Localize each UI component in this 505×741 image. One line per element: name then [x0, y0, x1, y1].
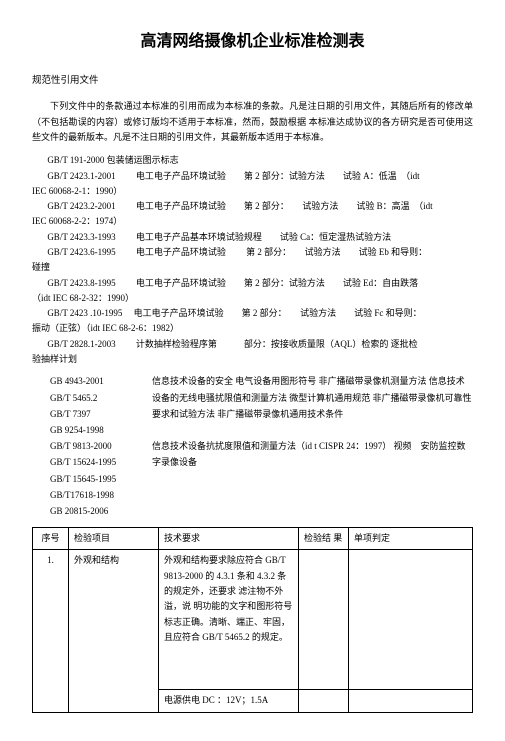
td-index: 1. [33, 550, 69, 712]
std-line: GB/T 2828.1-2003 计数抽样检验程序第 部分：按接收质量限（AQL… [32, 337, 473, 352]
std-line-cont: IEC 60068-2-1：1990） [32, 184, 473, 199]
td-result [299, 550, 349, 690]
std-line: GB/T 2423 .10-1995 电工电子产品环境试验 第 2 部分： 试验… [32, 306, 473, 321]
std-code: GB 20815-2006 [50, 503, 152, 519]
std-line: GB/T 2423.3-1993 电工电子产品基本环境试验规程 试验 Ca：恒定… [32, 230, 473, 245]
td-judgement [349, 550, 473, 690]
standards-list: GB/T 191-2000 包装储运图示标志 GB/T 2423.1-2001 … [32, 153, 473, 367]
std-code: GB/T 5465.2 [50, 390, 152, 406]
th-index: 序号 [33, 528, 69, 550]
std-line: GB/T 2423.6-1995 电工电子产品环境试验 第 2 部分： 试验方法… [32, 245, 473, 260]
table-row: 1. 外观和结构 外观和结构要求除应符合 GB/T 9813-2000 的 4.… [33, 550, 473, 690]
two-col-right: 信息技术设备的安全 电气设备用图形符号 非广播磁带录像机测量方法 信息技术设备的… [152, 373, 473, 519]
std-line: GB/T 2423.1-2001 电工电子产品环境试验 第 2 部分：试验方法 … [32, 169, 473, 184]
std-line: GB/T 2423.8-1995 电工电子产品环境试验 第 2 部分：试验方法 … [32, 276, 473, 291]
std-line-cont: 振动（正弦）（idt IEC 68-2-6：1982） [32, 321, 473, 336]
td-judgement [349, 690, 473, 712]
std-code: GB/T 15645-1995 [50, 471, 152, 487]
page-title: 高清网络摄像机企业标准检测表 [32, 28, 473, 55]
td-requirement: 电源供电 DC ：12V；1.5A [159, 690, 299, 712]
td-result [299, 690, 349, 712]
th-requirement: 技术要求 [159, 528, 299, 550]
std-line-cont: （idt IEC 68-2-32：1990） [32, 291, 473, 306]
std-line-cont: IEC 60068-2-2：1974） [32, 214, 473, 229]
std-code: GB/T 15624-1995 [50, 454, 152, 470]
section-label: 规范性引用文件 [32, 73, 473, 89]
intro-paragraph: 下列文件中的条款通过本标准的引用而成为本标准的条款。凡是注日期的引用文件，其随后… [32, 99, 473, 145]
td-item: 外观和结构 [69, 550, 159, 712]
two-col-left: GB 4943-2001 GB/T 5465.2 GB/T 7397 GB 92… [32, 373, 152, 519]
th-item: 检验项目 [69, 528, 159, 550]
td-requirement: 外观和结构要求除应符合 GB/T 9813-2000 的 4.3.1 条和 4.… [159, 550, 299, 690]
std-code: GB/T 7397 [50, 406, 152, 422]
std-code: GB 4943-2001 [50, 373, 152, 389]
std-line: GB/T 191-2000 包装储运图示标志 [32, 153, 473, 168]
std-code: GB 9254-1998 [50, 422, 152, 438]
th-judgement: 单项判定 [349, 528, 473, 550]
table-header-row: 序号 检验项目 技术要求 检验结 果 单项判定 [33, 528, 473, 550]
std-line-cont: 碰撞 [32, 260, 473, 275]
std-code: GB/T17618-1998 [50, 487, 152, 503]
std-line: GB/T 2423.2-2001 电工电子产品环境试验 第 2 部分： 试验方法… [32, 199, 473, 214]
std-code: GB/T 9813-2000 [50, 438, 152, 454]
std-line-cont: 验抽样计划 [32, 352, 473, 367]
inspection-table: 序号 检验项目 技术要求 检验结 果 单项判定 1. 外观和结构 外观和结构要求… [32, 527, 473, 713]
th-result: 检验结 果 [299, 528, 349, 550]
two-column-block: GB 4943-2001 GB/T 5465.2 GB/T 7397 GB 92… [32, 373, 473, 519]
